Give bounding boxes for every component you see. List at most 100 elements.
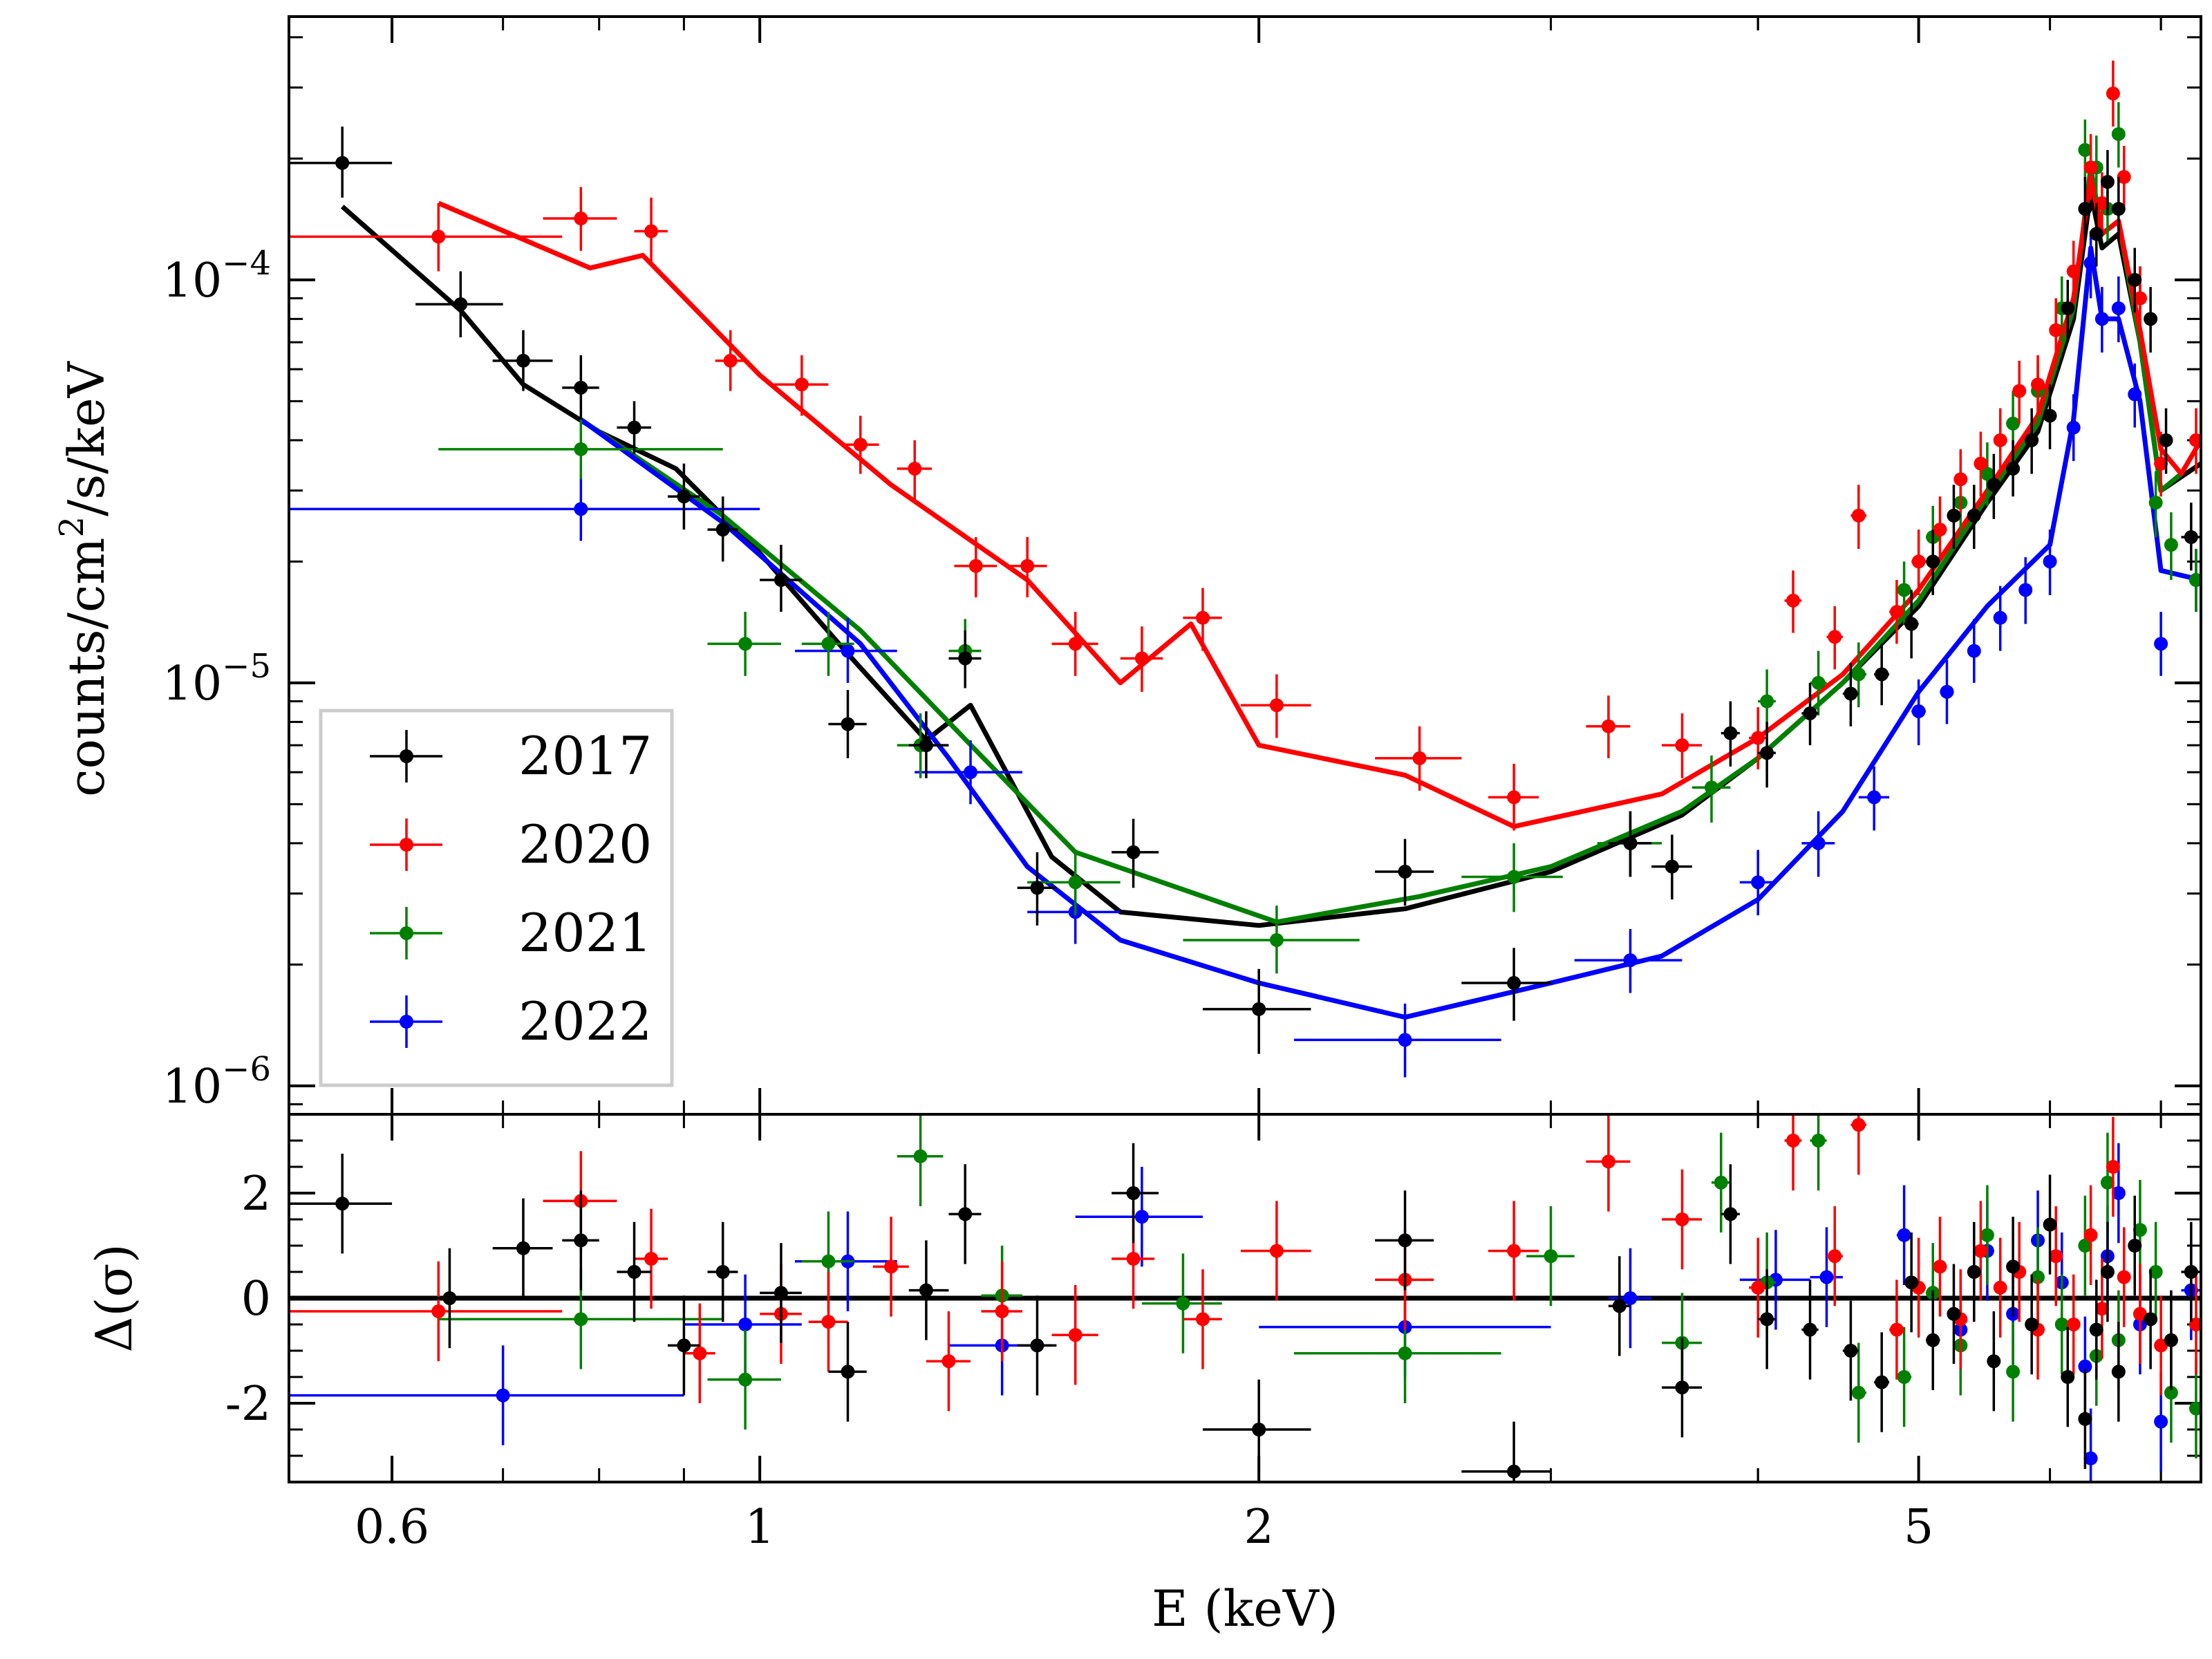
data-point (677, 489, 691, 504)
residual-point (1195, 1312, 1210, 1327)
residual-point (496, 1388, 510, 1403)
data-point (2061, 301, 2075, 315)
data-point (2094, 312, 2109, 326)
data-point (1851, 667, 1866, 682)
data-point (1933, 523, 1947, 537)
residual-point (627, 1265, 641, 1279)
data-point (1953, 472, 1968, 487)
spectrum-data-points (289, 60, 2201, 1078)
data-point (1068, 637, 1082, 651)
residual-point (2061, 1370, 2075, 1384)
x-tick-label: 5 (1904, 1500, 1933, 1555)
data-point (2188, 573, 2201, 588)
residual-point (1723, 1207, 1738, 1221)
residual-point (2111, 1365, 2126, 1379)
residual-point (2006, 1365, 2021, 1379)
data-point (1665, 859, 1679, 874)
data-point (1760, 694, 1774, 709)
residual-series-2021 (438, 1114, 2201, 1459)
residual-point (2154, 1338, 2168, 1353)
residual-point (995, 1304, 1009, 1318)
residual-point (1844, 1344, 1858, 1358)
legend: 2017 2020 2021 2022 (319, 709, 674, 1087)
spectrum-series-2022 (289, 231, 2201, 1078)
data-point (2159, 433, 2173, 447)
residual-point (1811, 1134, 1826, 1147)
residual-point (2117, 1270, 2131, 1284)
residual-point (431, 1304, 446, 1318)
residual-point (958, 1207, 973, 1221)
residual-point (1612, 1299, 1627, 1313)
data-point (2066, 264, 2081, 279)
residual-point (1675, 1212, 1689, 1226)
data-point (723, 353, 738, 368)
data-point (2078, 142, 2092, 157)
data-point (1601, 719, 1615, 733)
legend-label: 2022 (518, 991, 652, 1052)
legend-item-2021: 2021 (370, 902, 652, 964)
residual-point (1786, 1134, 1801, 1147)
residual-point (1851, 1118, 1866, 1132)
residual-point (1398, 1233, 1412, 1248)
data-point (516, 353, 530, 368)
data-point (1269, 698, 1284, 713)
x-tick-label: 1 (745, 1500, 775, 1555)
data-point (2133, 291, 2147, 306)
residual-point (738, 1372, 753, 1387)
data-point (1623, 953, 1638, 968)
y-title-main: counts/cm (57, 538, 115, 797)
data-point (1993, 433, 2007, 447)
residual-point (841, 1365, 855, 1379)
residual-point (1507, 1244, 1521, 1258)
y-tick-label: 10−4 (162, 244, 271, 308)
data-point (1751, 731, 1765, 745)
data-point (821, 637, 836, 651)
y-tick-label: 0 (241, 1272, 271, 1327)
spectrum-series-2021 (438, 102, 2201, 974)
residual-point (2043, 1217, 2057, 1232)
legend-item-2017: 2017 (370, 725, 652, 787)
residual-point (2006, 1259, 2021, 1274)
residual-point (884, 1259, 899, 1274)
model-curve-2021 (579, 165, 2183, 925)
data-point (2100, 175, 2115, 189)
data-point (1967, 644, 1981, 658)
residual-point (1544, 1249, 1558, 1264)
legend-label: 2017 (518, 725, 652, 787)
data-point (2083, 160, 2098, 175)
data-point (2043, 554, 2057, 569)
data-point (1623, 836, 1638, 850)
residual-point (1176, 1296, 1190, 1311)
data-point (1911, 704, 1926, 718)
residual-point (1675, 1380, 1689, 1395)
residual-point (941, 1354, 956, 1369)
residual-point (2025, 1318, 2039, 1331)
data-point (2154, 637, 2168, 651)
residual-point (919, 1283, 933, 1297)
residual-point (2078, 1412, 2092, 1426)
residual-point (1828, 1249, 1842, 1264)
residual-point (1947, 1306, 1961, 1321)
residual-point (1507, 1464, 1521, 1479)
residual-point (1760, 1312, 1774, 1327)
data-point (1993, 610, 2007, 625)
residual-point (2100, 1175, 2115, 1190)
residual-point (1398, 1346, 1412, 1360)
residual-point (1904, 1275, 1919, 1290)
legend-marker-dot (400, 838, 413, 852)
data-point (2164, 538, 2178, 552)
residual-point (2083, 1228, 2098, 1242)
residual-point (1819, 1270, 1834, 1284)
data-point (1897, 583, 1911, 597)
residual-point (1714, 1175, 1728, 1190)
data-point (2083, 256, 2098, 270)
data-point (2043, 409, 2057, 423)
data-point (1252, 1002, 1266, 1016)
data-point (2128, 387, 2142, 402)
spectrum-y-axis-title: counts/cm2/s/keV (53, 360, 115, 796)
data-point (1507, 976, 1521, 991)
spectrum-series-2017 (289, 126, 2201, 1054)
data-point (1987, 478, 2001, 492)
residual-point (1134, 1210, 1149, 1224)
residual-point (574, 1312, 588, 1327)
